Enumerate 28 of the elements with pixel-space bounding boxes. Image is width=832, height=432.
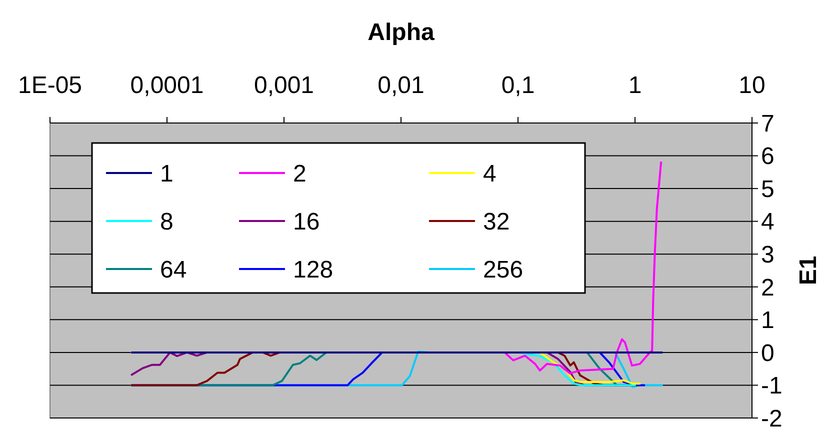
x-tick-label: 1 [628,72,642,99]
y-tick-label: -1 [761,372,782,400]
x-tick-label: 0,0001 [130,72,204,99]
y-tick-label: 1 [761,307,774,334]
y-tick-label: 3 [761,242,774,269]
y-tick-label: 2 [761,274,774,302]
y-tick-label: -2 [761,405,782,432]
legend-label: 4 [483,160,496,188]
legend-label: 32 [483,208,510,236]
x-tick-label: 0,001 [254,72,314,99]
y-axis-title: E1 [795,256,822,286]
y-tick-label: 0 [761,340,774,367]
legend-label: 1 [160,160,174,188]
legend-label: 16 [293,208,320,236]
x-axis-title: Alpha [368,19,435,46]
legend-label: 64 [160,256,187,284]
y-tick-label: 7 [761,110,774,138]
x-tick-label: 10 [738,72,766,99]
y-tick-label: 5 [761,176,774,203]
x-tick-label: 1E-05 [18,72,82,99]
legend-label: 2 [293,160,306,188]
legend-label: 8 [160,208,174,236]
y-tick-label: 6 [761,143,774,170]
y-tick-label: 4 [761,208,774,236]
x-tick-label: 0,1 [501,72,535,99]
x-tick-label: 0,01 [378,72,424,99]
legend-label: 256 [483,256,524,284]
legend-label: 128 [293,256,334,284]
